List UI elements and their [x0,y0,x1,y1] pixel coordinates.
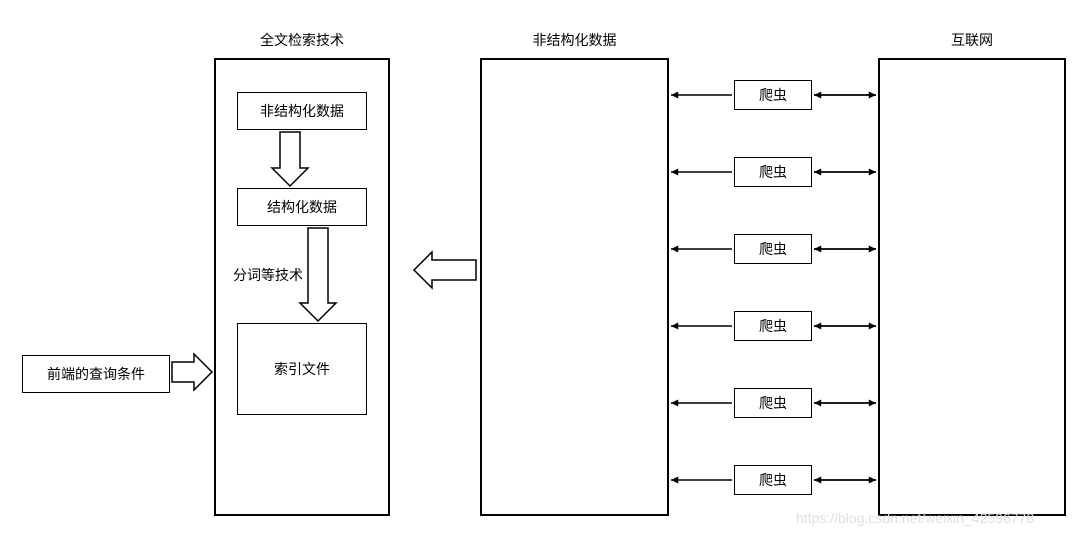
crawler-node: 爬虫 [734,388,812,418]
crawler-node: 爬虫 [734,80,812,110]
crawler-node: 爬虫 [734,465,812,495]
crawler-node: 爬虫 [734,234,812,264]
arrow-layer [0,0,1087,538]
crawler-node: 爬虫 [734,311,812,341]
watermark: https://blog.csdn.net/weixin_42596778 [796,510,1034,526]
diagram-canvas: 全文检索技术 非结构化数据 互联网 前端的查询条件 非结构化数据 结构化数据 分… [0,0,1087,538]
crawler-node: 爬虫 [734,157,812,187]
